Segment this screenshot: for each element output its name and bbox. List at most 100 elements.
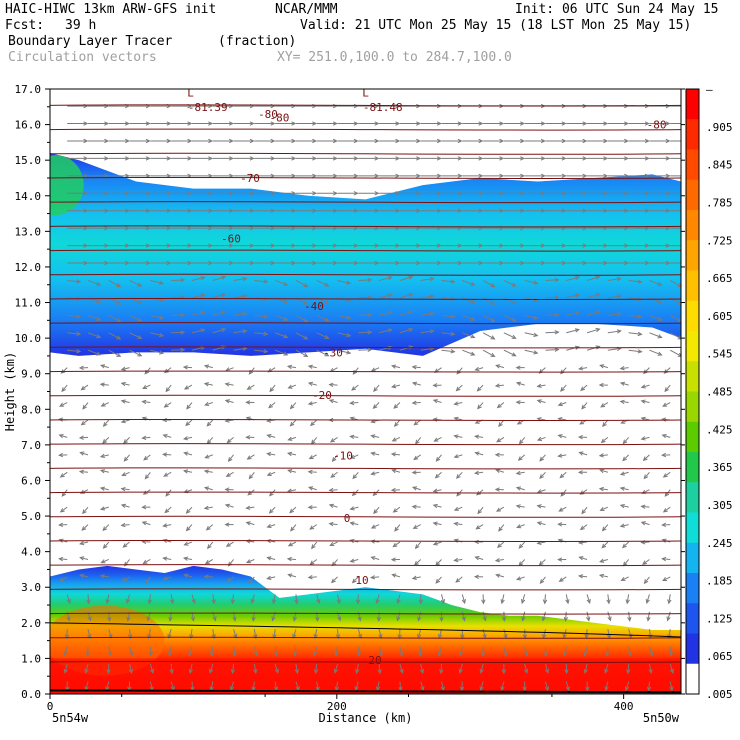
wind-vector bbox=[292, 629, 297, 638]
wind-vector-head bbox=[127, 634, 133, 640]
wind-vector bbox=[205, 559, 214, 564]
wind-vector-head bbox=[657, 351, 663, 356]
wind-vector bbox=[357, 629, 362, 638]
wind-vector bbox=[80, 557, 89, 560]
wind-vector-head bbox=[603, 243, 609, 248]
wind-vector-head bbox=[253, 651, 259, 657]
wind-vector-head bbox=[413, 455, 419, 461]
wind-vector-head bbox=[169, 669, 174, 675]
wind-vector-head bbox=[579, 525, 585, 531]
wind-vector-head bbox=[479, 686, 484, 692]
wind-vector bbox=[435, 576, 442, 584]
wind-vector bbox=[233, 347, 247, 351]
wind-vector bbox=[315, 664, 318, 674]
wind-vector-head bbox=[200, 328, 206, 333]
wind-vector bbox=[294, 646, 297, 656]
wind-vector bbox=[85, 681, 89, 691]
wind-vector bbox=[456, 367, 463, 375]
wind-vector bbox=[607, 295, 621, 299]
wind-vector bbox=[566, 294, 579, 299]
wind-vector bbox=[503, 332, 516, 339]
wind-vector-head bbox=[574, 293, 580, 298]
wind-vector-head bbox=[324, 334, 330, 339]
wind-vector-head bbox=[387, 310, 393, 316]
wind-vector-head bbox=[283, 316, 289, 321]
wind-vector-head bbox=[81, 526, 87, 531]
wind-vector-head bbox=[494, 383, 500, 388]
wind-vector-head bbox=[76, 348, 82, 354]
wind-vector bbox=[456, 384, 463, 391]
wind-vector-head bbox=[370, 524, 376, 529]
wind-vector bbox=[253, 629, 257, 639]
wind-vector-head bbox=[554, 330, 560, 335]
wind-vector bbox=[308, 382, 317, 386]
wind-vector-head bbox=[224, 399, 230, 404]
wind-vector-head bbox=[598, 573, 605, 579]
cross-section-endpoints: XY= 251.0,100.0 to 284.7,100.0 bbox=[277, 50, 512, 65]
wind-vector-head bbox=[391, 573, 397, 578]
wind-vector-head bbox=[496, 543, 502, 548]
wind-vector-head bbox=[374, 225, 380, 231]
wind-vector-head bbox=[470, 281, 476, 286]
wind-vector bbox=[225, 504, 234, 508]
wind-vector bbox=[142, 436, 151, 439]
wind-vector bbox=[497, 541, 505, 548]
wind-vector-head bbox=[619, 503, 625, 509]
wind-vector bbox=[518, 559, 526, 566]
wind-vector-head bbox=[433, 437, 439, 442]
wind-vector bbox=[623, 559, 630, 566]
wind-vector-head bbox=[224, 487, 230, 492]
wind-vector-head bbox=[581, 509, 586, 515]
wind-vector bbox=[168, 646, 172, 656]
wind-vector-head bbox=[499, 156, 505, 161]
wind-vector bbox=[168, 629, 172, 638]
wind-vector-head bbox=[159, 332, 165, 338]
wind-vector-head bbox=[58, 556, 64, 562]
wind-vector-head bbox=[328, 503, 334, 508]
wind-vector-head bbox=[578, 556, 584, 561]
wind-vector-head bbox=[395, 260, 401, 266]
wind-vector-head bbox=[120, 366, 126, 371]
wind-vector bbox=[537, 541, 546, 544]
wind-vector-head bbox=[289, 404, 295, 410]
wind-vector bbox=[392, 574, 401, 578]
wind-vector-head bbox=[187, 260, 193, 266]
wind-vector bbox=[337, 594, 341, 604]
isotherm-label: -20 bbox=[312, 389, 332, 402]
wind-vector-head bbox=[83, 191, 89, 196]
isotherms bbox=[50, 104, 681, 694]
wind-vector bbox=[454, 558, 463, 562]
wind-vector bbox=[503, 646, 507, 656]
wind-vector-head bbox=[561, 138, 567, 144]
wind-vector bbox=[399, 646, 403, 656]
wind-vector bbox=[246, 559, 255, 563]
wind-vector bbox=[371, 524, 380, 529]
wind-vector-head bbox=[120, 419, 126, 424]
wind-vector bbox=[417, 629, 422, 639]
wind-vector bbox=[189, 664, 193, 674]
wind-vector bbox=[81, 524, 89, 531]
wind-vector-head bbox=[437, 651, 443, 657]
wind-vector-head bbox=[644, 208, 650, 213]
wind-vector bbox=[64, 663, 68, 673]
wind-vector bbox=[329, 399, 338, 404]
wind-vector bbox=[438, 629, 442, 639]
wind-vector-head bbox=[522, 686, 527, 692]
wind-vector bbox=[415, 541, 422, 549]
wind-vector-head bbox=[116, 317, 122, 323]
wind-vector bbox=[186, 506, 193, 514]
wind-vector-head bbox=[303, 335, 309, 340]
wind-vector bbox=[413, 419, 422, 426]
wind-vector-head bbox=[582, 260, 588, 266]
wind-vector-head bbox=[520, 156, 526, 161]
wind-vector bbox=[378, 329, 392, 334]
wind-vector-head bbox=[461, 616, 466, 622]
wind-vector-head bbox=[516, 524, 522, 529]
wind-vector-head bbox=[544, 668, 550, 674]
wind-vector-head bbox=[79, 573, 85, 579]
wind-vector-head bbox=[624, 208, 630, 213]
isotherm-line bbox=[50, 370, 681, 373]
wind-vector-head bbox=[283, 351, 289, 356]
wind-vector-head bbox=[182, 556, 189, 561]
wind-vector-head bbox=[206, 421, 212, 427]
